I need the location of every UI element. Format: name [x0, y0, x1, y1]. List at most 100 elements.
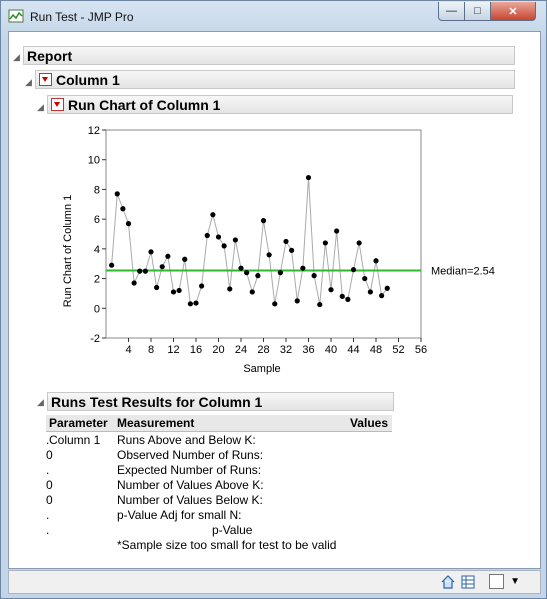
data-point — [170, 289, 177, 295]
red-triangle-menu-icon[interactable] — [51, 98, 64, 111]
value-cell: 0 — [46, 493, 53, 507]
disclosure-triangle-icon[interactable]: ◢ — [13, 52, 20, 62]
measurement-cell: Observed Number of Runs: — [117, 448, 264, 462]
run-chart: Run Chart of Column 1 Sample -2024681012… — [62, 125, 495, 375]
data-point — [193, 300, 199, 306]
data-point — [367, 289, 373, 295]
status-bar: ▼ — [8, 570, 541, 594]
data-point — [210, 212, 216, 218]
report-header[interactable]: Report — [23, 46, 515, 65]
measurement-cell: p-Value — [212, 523, 253, 537]
value-cell: . — [46, 463, 50, 477]
median-label: Median=2.54 — [431, 266, 495, 278]
table-header-measurement: Measurement — [117, 416, 195, 430]
measurement-cell: Expected Number of Runs: — [117, 463, 262, 477]
data-point — [154, 284, 160, 291]
sample-size-note: *Sample size too small for test to be va… — [117, 538, 337, 552]
data-point — [159, 264, 165, 270]
minimize-button[interactable]: — — [438, 2, 465, 21]
data-point — [182, 256, 188, 262]
table-icon[interactable] — [461, 575, 475, 589]
y-axis-label: Run Chart of Column 1 — [62, 195, 74, 308]
x-tick-label: 56 — [415, 344, 427, 356]
x-tick-label: 16 — [190, 344, 202, 356]
parameter-cell: Column 1 — [49, 433, 101, 447]
data-point — [204, 232, 210, 239]
data-point — [227, 286, 233, 292]
plot-frame — [105, 129, 422, 339]
data-point — [328, 287, 334, 293]
column-section-title: Column 1 — [56, 71, 120, 88]
value-cell: 0 — [46, 448, 53, 462]
data-point — [305, 174, 312, 181]
data-point — [187, 301, 193, 307]
value-cell: . — [46, 508, 50, 522]
data-point — [311, 273, 317, 279]
disclosure-triangle-icon[interactable]: ◢ — [25, 77, 32, 87]
measurement-cell: p-Value Adj for small N: — [117, 508, 242, 522]
measurement-cell: Runs Above and Below K: — [117, 433, 256, 447]
x-tick-label: 28 — [257, 344, 269, 356]
y-tick-label: 4 — [94, 244, 100, 256]
data-point — [131, 280, 137, 286]
y-tick-label: 10 — [88, 155, 100, 167]
jmp-app-icon — [8, 9, 24, 23]
measurement-cell: Number of Values Below K: — [117, 493, 263, 507]
data-point — [300, 265, 306, 271]
data-point — [283, 238, 289, 245]
checkbox-icon[interactable] — [489, 574, 505, 589]
close-button[interactable]: ✕ — [490, 2, 536, 21]
y-tick-label: 0 — [94, 303, 100, 315]
report-title: Report — [27, 47, 73, 64]
y-tick-label: 8 — [94, 184, 100, 196]
home-icon[interactable] — [441, 574, 455, 589]
runs-test-title: Runs Test Results for Column 1 — [51, 393, 263, 410]
data-point — [339, 293, 345, 299]
close-icon: ✕ — [508, 5, 518, 18]
value-cell: . — [46, 433, 50, 447]
run-chart-header[interactable]: Run Chart of Column 1 — [47, 95, 513, 114]
data-point — [238, 265, 244, 271]
column-section-header[interactable]: Column 1 — [35, 70, 515, 89]
data-point — [137, 268, 143, 274]
data-point — [317, 301, 323, 308]
disclosure-triangle-icon[interactable]: ◢ — [37, 102, 44, 112]
red-triangle-menu-icon[interactable] — [39, 73, 52, 86]
maximize-icon: □ — [474, 5, 481, 17]
data-point — [334, 228, 340, 234]
data-point — [221, 243, 227, 249]
data-point — [249, 289, 255, 295]
data-point — [294, 298, 300, 304]
data-point — [199, 283, 205, 289]
maximize-button[interactable]: □ — [464, 2, 491, 21]
dropdown-arrow-icon[interactable]: ▼ — [510, 576, 520, 587]
data-point — [379, 293, 385, 299]
x-tick-label: 24 — [235, 344, 247, 356]
data-point — [266, 252, 272, 258]
x-tick-label: 36 — [302, 344, 314, 356]
x-tick-label: 40 — [325, 344, 337, 356]
data-point — [289, 247, 295, 253]
data-point — [114, 191, 120, 197]
data-point — [165, 253, 171, 259]
data-point — [260, 218, 267, 224]
data-point — [244, 270, 250, 276]
minimize-icon: — — [446, 5, 457, 17]
runs-test-header[interactable]: Runs Test Results for Column 1 — [47, 392, 394, 411]
data-point — [356, 240, 362, 246]
data-point — [384, 285, 390, 291]
x-tick-label: 32 — [280, 344, 292, 356]
x-tick-label: 52 — [392, 344, 404, 356]
series-line — [111, 177, 388, 305]
window-title: Run Test - JMP Pro — [30, 10, 134, 24]
data-point — [109, 262, 115, 268]
data-point — [142, 268, 148, 274]
data-point — [345, 296, 351, 302]
disclosure-triangle-icon[interactable]: ◢ — [37, 397, 44, 407]
title-bar[interactable]: Run Test - JMP Pro — □ ✕ — [1, 1, 546, 31]
runs-test-table: Column 1 Runs Above and Below K: . Obser… — [46, 433, 392, 568]
x-tick-label: 4 — [125, 344, 131, 356]
data-point — [148, 249, 154, 255]
x-tick-label: 20 — [212, 344, 224, 356]
